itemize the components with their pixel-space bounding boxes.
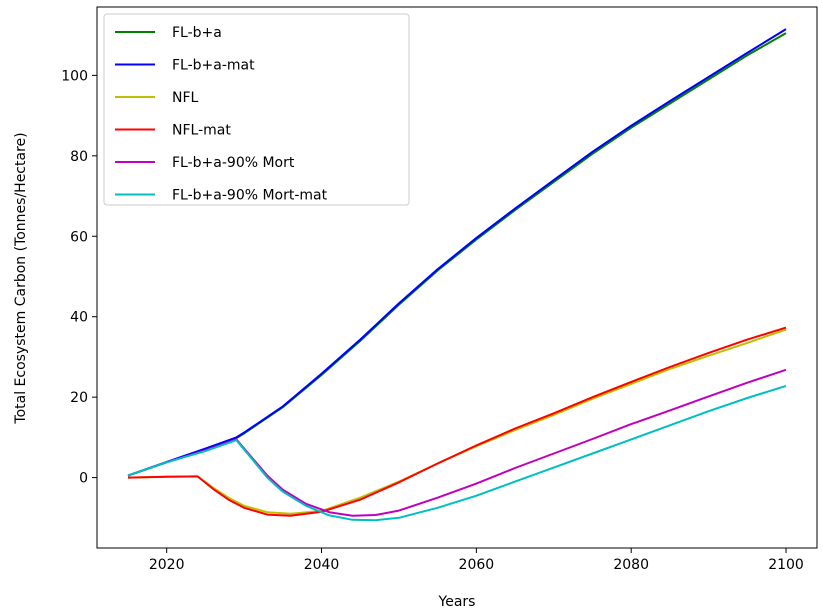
y-tick-label: 60 xyxy=(70,229,88,245)
x-tick-label: 2080 xyxy=(613,557,649,573)
series-line-6 xyxy=(127,384,787,522)
series-line-4 xyxy=(127,326,787,517)
y-tick-label: 40 xyxy=(70,310,88,326)
y-tick-label: 20 xyxy=(70,390,88,406)
legend-label: FL-b+a-90% Mort xyxy=(172,155,295,171)
series-line-2 xyxy=(127,28,787,477)
x-tick-label: 2020 xyxy=(149,557,185,573)
legend-label: FL-b+a xyxy=(172,25,222,41)
y-tick-label: 0 xyxy=(79,471,88,487)
x-tick-label: 2100 xyxy=(768,557,804,573)
y-tick-label: 100 xyxy=(61,68,88,84)
legend-label: NFL xyxy=(172,90,199,106)
x-tick-label: 2060 xyxy=(459,557,495,573)
legend-label: FL-b+a-mat xyxy=(172,58,255,74)
x-axis-title: Years xyxy=(438,594,476,610)
legend-label: NFL-mat xyxy=(172,123,231,139)
legend: FL-b+a FL-b+a-mat NFL NFL-mat FL-b+a-90% Mor… xyxy=(103,13,410,206)
x-tick-label: 2040 xyxy=(304,557,340,573)
y-tick-label: 80 xyxy=(70,149,88,165)
series-layer xyxy=(127,28,787,522)
legend-box xyxy=(103,13,410,206)
y-axis-title: Total Ecosystem Carbon (Tonnes/Hectare) xyxy=(13,132,29,424)
legend-label: FL-b+a-90% Mort-mat xyxy=(172,188,328,204)
